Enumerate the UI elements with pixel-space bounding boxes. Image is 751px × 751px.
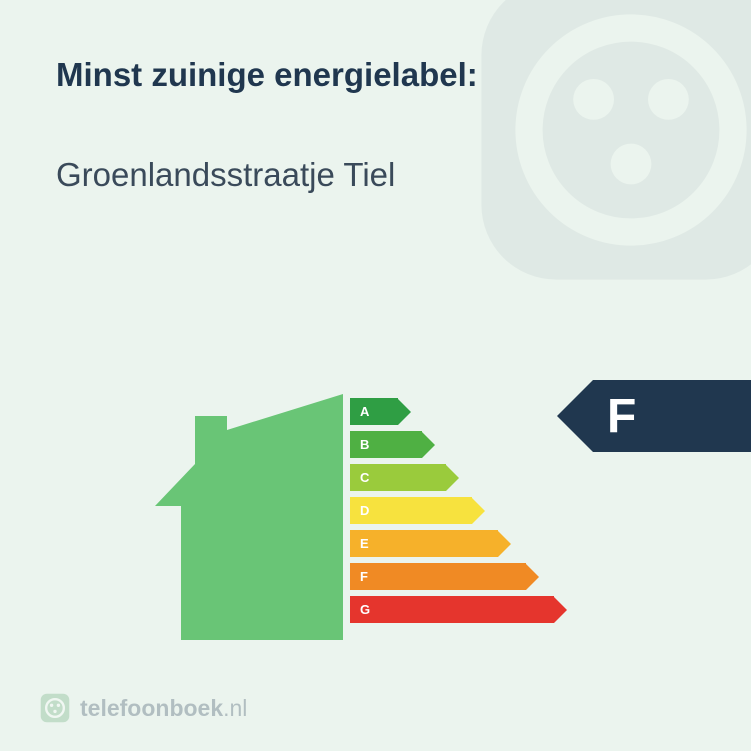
result-letter: F xyxy=(607,389,636,444)
page-title: Minst zuinige energielabel: xyxy=(56,56,478,94)
location-name: Groenlandsstraatje Tiel xyxy=(56,156,395,194)
watermark-logo xyxy=(461,0,751,300)
footer-text: telefoonboek.nl xyxy=(80,695,247,722)
energy-bar-c: C xyxy=(350,464,567,491)
house-icon xyxy=(155,394,345,640)
energy-bar-f: F xyxy=(350,563,567,590)
energy-bars: A B C D E F G xyxy=(350,398,567,629)
energy-bar-b: B xyxy=(350,431,567,458)
energy-bar-d: D xyxy=(350,497,567,524)
footer-brand-light: .nl xyxy=(223,695,247,721)
energy-bar-label: E xyxy=(360,536,369,551)
energy-bar-label: B xyxy=(360,437,369,452)
energy-bar-a: A xyxy=(350,398,567,425)
energy-bar-label: G xyxy=(360,602,370,617)
energy-bar-e: E xyxy=(350,530,567,557)
energy-bar-label: F xyxy=(360,569,368,584)
footer-brand: telefoonboek.nl xyxy=(38,691,247,725)
energy-bar-g: G xyxy=(350,596,567,623)
footer-brand-bold: telefoonboek xyxy=(80,695,223,721)
phonebook-icon xyxy=(38,691,72,725)
energy-bar-label: C xyxy=(360,470,369,485)
energy-bar-label: A xyxy=(360,404,369,419)
result-arrow xyxy=(557,380,593,452)
result-badge: F xyxy=(557,380,751,452)
result-body: F xyxy=(593,380,751,452)
energy-bar-label: D xyxy=(360,503,369,518)
